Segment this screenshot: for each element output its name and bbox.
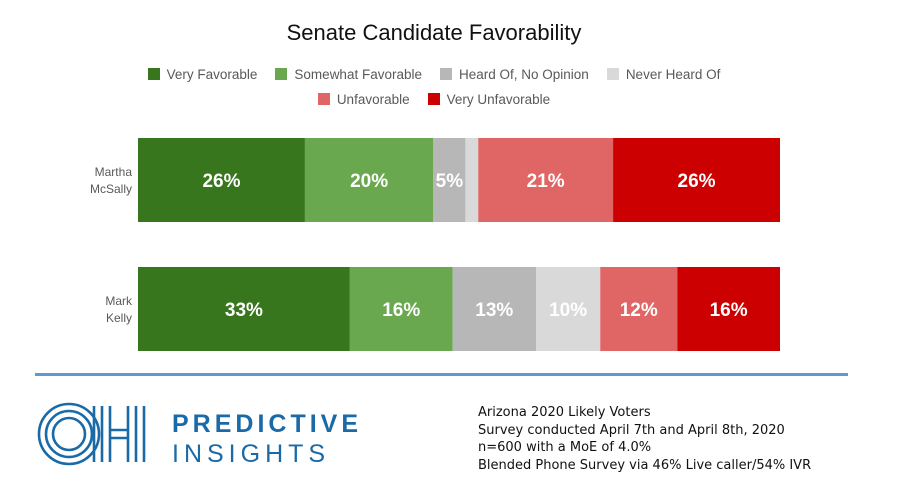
bar-segment [613,138,780,222]
stacked-bar-chart: Martha McSally 26% 20% 5% 21% 26% Mark Kelly 33% 1… [90,138,780,351]
survey-notes: Arizona 2020 Likely Voters Survey conduc… [478,404,811,474]
brand-name-line1: PREDICTIVE [172,410,363,438]
legend-item: Unfavorable [317,87,410,112]
data-label: 26% [678,171,716,192]
legend-swatch [606,68,619,80]
bar-segment [677,267,780,351]
chart-legend: Very Favorable Somewhat Favorable Heard Of… [0,62,868,112]
survey-note: Blended Phone Survey via 46% Live caller… [478,457,812,473]
legend-label: Very Favorable [166,67,258,82]
data-label: 12% [620,300,658,321]
legend-row-1: Very Favorable Somewhat Favorable Heard Of… [0,62,868,87]
chart-title: Senate Candidate Favorability [286,20,582,45]
survey-note: Arizona 2020 Likely Voters [478,405,651,420]
bar-segment [138,267,350,351]
data-label: 5% [436,171,464,192]
data-label: 33% [225,300,263,321]
legend-label: Never Heard Of [625,67,721,82]
bar-segment [349,267,453,351]
legend-item: Very Favorable [147,62,258,87]
category-label-line: Mark [105,294,133,308]
legend-swatch [440,68,452,80]
data-label: 10% [549,300,587,321]
legend-item: Never Heard Of [606,62,721,87]
data-label: 16% [382,300,420,321]
data-label: 13% [475,300,513,321]
brand-name-line2: INSIGHTS [172,440,331,468]
survey-note: n=600 with a MoE of 4.0% [478,440,652,455]
legend-label: Unfavorable [336,92,410,107]
bar-segment [138,138,305,222]
bar-segment [433,138,466,222]
data-label: 21% [527,171,565,192]
legend-label: Heard Of, No Opinion [459,67,589,82]
oh-logo-icon [37,402,146,466]
bar-segment [536,267,601,351]
bar-segment [452,267,537,351]
legend-swatch [275,68,288,80]
bar-segment [600,267,678,351]
data-label: 20% [350,171,388,192]
category-label-line: Martha [95,165,133,179]
data-label: 26% [202,171,240,192]
legend-row-2: Unfavorable Very Unfavorable [0,87,868,112]
legend-item: Somewhat Favorable [275,62,422,87]
survey-note: Survey conducted April 7th and April 8th… [478,422,785,438]
legend-item: Very Unfavorable [427,87,551,112]
category-label-line: Kelly [106,311,132,325]
legend-swatch [427,93,440,105]
bar-segment [465,138,479,222]
legend-label: Somewhat Favorable [294,67,422,82]
legend-label: Very Unfavorable [446,92,551,107]
legend-swatch [317,93,330,105]
category-label: Martha McSally [90,165,132,196]
bar-segment [478,138,614,222]
legend-swatch [147,68,160,80]
category-label-line: McSally [90,182,132,196]
footer-divider [35,373,848,376]
bar-segment [304,138,434,222]
data-label: 16% [710,300,748,321]
category-label: Mark Kelly [105,294,133,325]
legend-item: Heard Of, No Opinion [440,62,589,87]
